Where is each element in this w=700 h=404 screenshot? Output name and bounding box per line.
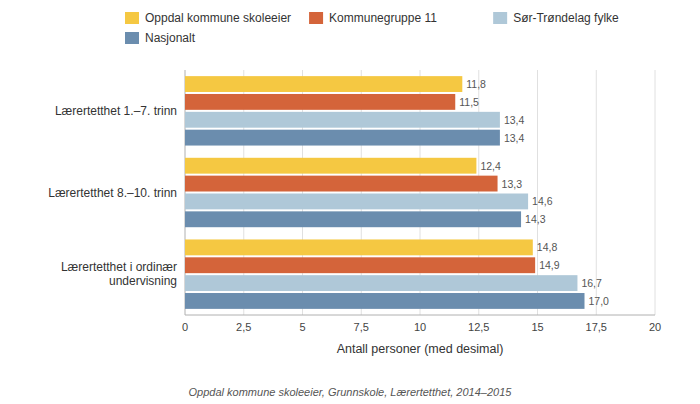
bar [185,275,577,291]
legend-item: Sør-Trøndelag fylke [493,11,619,25]
bar [185,76,462,92]
bar [185,112,500,128]
data-label: 16,7 [581,277,602,289]
legend-swatch [125,12,139,24]
data-label: 14,9 [539,259,560,271]
data-label: 13,4 [504,114,525,126]
bar [185,211,521,227]
bar [185,293,585,309]
footnote: Oppdal kommune skoleeier, Grunnskole, Læ… [189,386,513,398]
grid [185,70,655,315]
x-tick-label: 5 [299,321,305,333]
data-label: 14,8 [537,241,558,253]
data-label: 14,6 [532,195,553,207]
x-tick-label: 20 [649,321,661,333]
bars [185,76,585,309]
grid-line [655,70,656,315]
x-tick-label: 17,5 [586,321,607,333]
x-axis-label: Antall personer (med desimal) [337,342,504,356]
data-label: 12,4 [480,160,501,172]
category-label: Lærertetthet 1.–7. trinn [55,104,177,118]
category-labels: Lærertetthet 1.–7. trinn Lærertetthet 8.–… [48,104,177,288]
data-labels: 11,8 11,5 13,4 13,4 12,413,3 14,6 14,3 14,8 14,9… [459,78,609,307]
bar [185,257,535,273]
bar [185,158,476,174]
legend-swatch [493,12,507,24]
data-label: 11,5 [459,96,479,108]
data-label: 17,0 [589,295,610,307]
legend-label: Kommunegruppe 11 [329,11,437,25]
x-tick-label: 10 [414,321,426,333]
legend-swatch [309,12,323,24]
chart: 0 2,5 5 7,5 10 12,5 15 17,5 20 11,8 11,5 13,4 13,4 12… [0,0,700,404]
legend: Oppdal kommune skoleeier Kommunegruppe 11… [125,11,619,45]
x-tick-label: 15 [531,321,543,333]
legend-item: Kommunegruppe 11 [309,11,437,25]
x-tick-label: 0 [182,321,188,333]
data-label: 11,8 [466,78,486,90]
legend-label: Sør-Trøndelag fylke [513,11,619,25]
category-label: Lærertetthet i ordinærundervisning [61,260,177,288]
data-label: 13,4 [504,132,525,144]
bar [185,130,500,146]
legend-item: Oppdal kommune skoleeier [125,11,291,25]
bar [185,176,498,192]
x-tick-label: 2,5 [236,321,251,333]
category-label: Lærertetthet 8.–10. trinn [48,186,177,200]
legend-label: Oppdal kommune skoleeier [145,11,291,25]
x-axis-line [185,315,655,316]
bar [185,94,455,110]
legend-item: Nasjonalt [125,31,196,45]
data-label: 14,3 [525,213,546,225]
x-tick-label: 12,5 [468,321,489,333]
data-label: 13,3 [502,178,523,190]
legend-swatch [125,32,139,44]
x-ticks: 0 2,5 5 7,5 10 12,5 15 17,5 20 [182,321,661,333]
bar [185,194,528,210]
bar [185,239,533,255]
legend-label: Nasjonalt [145,31,196,45]
x-tick-label: 7,5 [354,321,369,333]
